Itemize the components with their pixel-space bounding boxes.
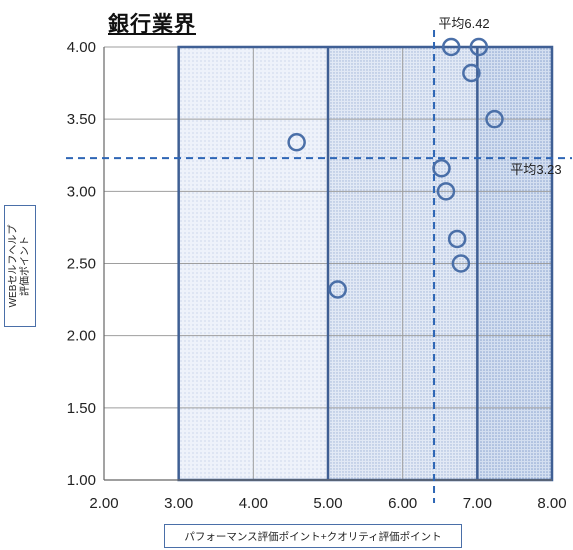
- data-points: [287, 37, 504, 299]
- mean-x-label: 平均6.42: [438, 16, 489, 31]
- y-tick-label-6: 4.00: [67, 39, 96, 56]
- y-axis-label-box: WEBセルフヘルプ 評価ポイント: [4, 205, 36, 327]
- chart-title: 銀行業界: [108, 13, 196, 36]
- mean-y-label: 平均3.23: [510, 162, 561, 177]
- tick-labels: 2.00 3.00 4.00 5.00 6.00 7.00 8.00 1.00 1.50 2.00…: [67, 39, 567, 512]
- x-axis-label: パフォーマンス評価ポイント+クオリティ評価ポイント: [164, 524, 462, 548]
- x-tick-label-1: 3.00: [164, 495, 193, 512]
- y-tick-label-0: 1.00: [67, 472, 96, 489]
- data-point-4: [485, 109, 504, 129]
- data-point-9: [451, 254, 471, 273]
- y-tick-label-3: 2.50: [67, 256, 96, 273]
- data-point-6: [432, 158, 451, 178]
- data-point-2: [469, 37, 489, 57]
- data-point-10: [328, 280, 347, 299]
- x-tick-label-3: 5.00: [313, 495, 342, 512]
- y-tick-label-1: 1.50: [67, 400, 96, 417]
- data-point-5: [287, 133, 306, 152]
- x-tick-label-0: 2.00: [89, 495, 118, 512]
- y-tick-label-4: 3.00: [67, 183, 96, 200]
- x-tick-label-6: 8.00: [537, 495, 566, 512]
- y-axis-label-line-2: 評価ポイント: [20, 236, 31, 296]
- x-tick-label-2: 4.00: [239, 495, 268, 512]
- y-axis-label-line-1: WEBセルフヘルプ: [8, 224, 19, 308]
- y-tick-label-5: 3.50: [67, 111, 96, 128]
- axes: [103, 47, 552, 481]
- y-tick-label-2: 2.00: [67, 328, 96, 345]
- data-point-7: [436, 182, 456, 201]
- data-point-8: [447, 229, 467, 249]
- mean-lines: 平均6.42 平均3.23: [66, 16, 572, 503]
- x-tick-label-5: 7.00: [463, 495, 492, 512]
- y-axis-label: WEBセルフヘルプ 評価ポイント: [8, 225, 32, 308]
- data-point-3: [462, 63, 481, 83]
- x-tick-label-4: 6.00: [388, 495, 417, 512]
- data-point-1: [441, 37, 461, 57]
